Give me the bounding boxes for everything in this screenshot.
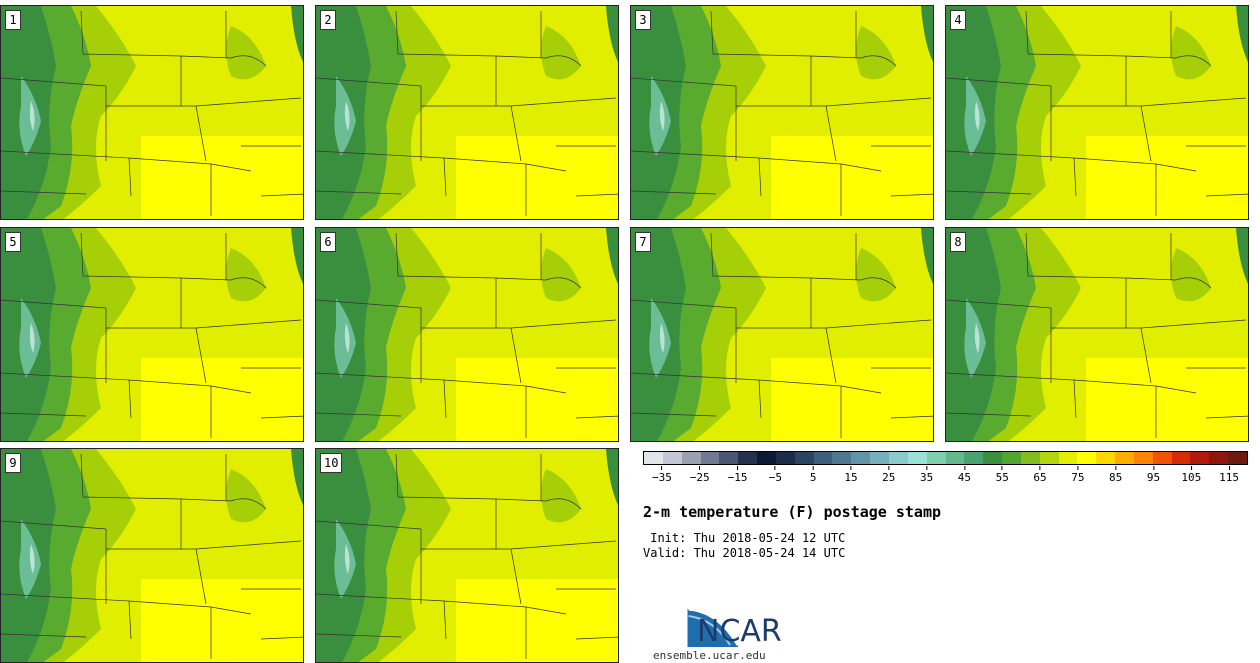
colorbar-tick-label: −25 xyxy=(690,466,710,484)
colorbar-segment xyxy=(700,452,720,464)
colorbar-tick-label: 25 xyxy=(882,466,895,484)
colorbar-segment xyxy=(738,452,758,464)
colorbar-tick-label: 35 xyxy=(920,466,933,484)
colorbar-segment xyxy=(832,452,852,464)
temperature-map xyxy=(946,6,1248,219)
colorbar-segment xyxy=(813,452,833,464)
ensemble-member-panel: 8 xyxy=(945,227,1249,442)
temperature-colorbar xyxy=(643,451,1248,465)
colorbar-tick-label: −15 xyxy=(728,466,748,484)
colorbar-segment xyxy=(794,452,814,464)
chart-title: 2-m temperature (F) postage stamp xyxy=(643,503,942,521)
colorbar-segment xyxy=(983,452,1003,464)
colorbar-segment xyxy=(888,452,908,464)
colorbar-tick-label: 55 xyxy=(996,466,1009,484)
colorbar-segment xyxy=(719,452,739,464)
colorbar-ticks: −35 −25 −15 −5 5 15 25 35 45 55 65 75 85 95 105 115 xyxy=(643,466,1248,486)
colorbar-segment xyxy=(662,452,682,464)
colorbar-segment xyxy=(926,452,946,464)
ensemble-member-panel: 7 xyxy=(630,227,934,442)
colorbar-segment xyxy=(964,452,984,464)
colorbar-tick-label: 45 xyxy=(958,466,971,484)
ensemble-member-panel: 9 xyxy=(0,448,304,663)
colorbar-tick-label: 5 xyxy=(810,466,817,484)
colorbar-segment xyxy=(681,452,701,464)
colorbar-segment xyxy=(1077,452,1097,464)
member-number: 7 xyxy=(635,232,651,252)
member-number: 9 xyxy=(5,453,21,473)
website-url: ensemble.ucar.edu xyxy=(653,649,766,662)
colorbar-segment xyxy=(1115,452,1134,464)
member-number: 2 xyxy=(320,10,336,30)
temperature-map xyxy=(1,449,303,662)
valid-time: Valid: Thu 2018-05-24 14 UTC xyxy=(643,546,846,560)
temperature-map xyxy=(316,228,618,441)
colorbar-segment xyxy=(757,452,776,464)
colorbar-tick-label: 85 xyxy=(1109,466,1122,484)
ensemble-member-panel: 6 xyxy=(315,227,619,442)
colorbar-segment xyxy=(1152,452,1172,464)
member-number: 1 xyxy=(5,10,21,30)
temperature-map xyxy=(631,228,933,441)
colorbar-segment xyxy=(870,452,889,464)
colorbar-tick-label: 95 xyxy=(1147,466,1160,484)
colorbar-segment xyxy=(1096,452,1116,464)
temperature-map xyxy=(1,228,303,441)
temperature-map xyxy=(631,6,933,219)
member-number: 3 xyxy=(635,10,651,30)
ensemble-member-panel: 4 xyxy=(945,5,1249,220)
colorbar-segment xyxy=(1209,452,1229,464)
colorbar-tick-label: 65 xyxy=(1033,466,1046,484)
colorbar-tick-label: 15 xyxy=(844,466,857,484)
member-number: 8 xyxy=(950,232,966,252)
ensemble-member-panel: 5 xyxy=(0,227,304,442)
ensemble-member-panel: 2 xyxy=(315,5,619,220)
colorbar-segment xyxy=(1002,452,1021,464)
colorbar-tick-label: 75 xyxy=(1071,466,1084,484)
init-time: Init: Thu 2018-05-24 12 UTC xyxy=(643,531,846,545)
temperature-map xyxy=(1,6,303,219)
colorbar-segment xyxy=(945,452,965,464)
colorbar-tick-label: −5 xyxy=(769,466,782,484)
colorbar-segment xyxy=(851,452,871,464)
temperature-map xyxy=(946,228,1248,441)
temperature-map xyxy=(316,449,618,662)
colorbar-segment xyxy=(1058,452,1078,464)
colorbar-segment xyxy=(1228,452,1247,464)
member-number: 5 xyxy=(5,232,21,252)
colorbar-segment xyxy=(907,452,927,464)
colorbar-tick-label: 115 xyxy=(1219,466,1239,484)
colorbar-segment xyxy=(644,452,663,464)
ncar-logo-text: NCAR xyxy=(697,614,782,649)
colorbar-segment xyxy=(1171,452,1191,464)
colorbar-segment xyxy=(1039,452,1059,464)
colorbar-tick-label: 105 xyxy=(1181,466,1201,484)
member-number: 10 xyxy=(320,453,343,473)
colorbar-segment xyxy=(1190,452,1210,464)
colorbar-segment xyxy=(1133,452,1153,464)
ensemble-member-panel: 1 xyxy=(0,5,304,220)
temperature-map xyxy=(316,6,618,219)
colorbar-tick-label: −35 xyxy=(652,466,672,484)
ncar-logo-icon xyxy=(687,607,740,647)
colorbar-segment xyxy=(775,452,795,464)
ensemble-member-panel: 3 xyxy=(630,5,934,220)
colorbar-segment xyxy=(1020,452,1040,464)
member-number: 6 xyxy=(320,232,336,252)
ensemble-member-panel: 10 xyxy=(315,448,619,663)
member-number: 4 xyxy=(950,10,966,30)
